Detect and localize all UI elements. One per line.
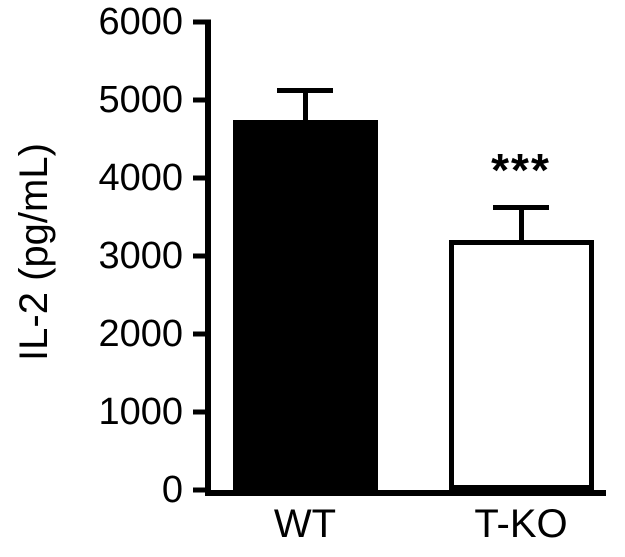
error-bar-line (302, 90, 308, 120)
plot-area: 0 1000 2000 3000 4000 5000 6000 WT T-KO *** (98, 3, 606, 544)
y-axis-tick (193, 97, 211, 103)
y-tick-label: 4000 (98, 157, 183, 199)
x-category-label: WT (273, 502, 337, 546)
y-tick-label: 0 (161, 469, 183, 511)
error-bar-cap (277, 88, 333, 94)
y-axis-tick (193, 331, 211, 337)
y-tick-label: 1000 (98, 391, 183, 433)
bar-t-ko (448, 240, 594, 490)
error-bar-cap (493, 205, 549, 211)
y-axis-tick (193, 409, 211, 415)
significance-stars: *** (491, 144, 551, 197)
y-tick-label: 2000 (98, 313, 183, 355)
y-axis-tick (193, 175, 211, 181)
error-bar-line (518, 207, 524, 241)
y-axis-tick (193, 253, 211, 259)
x-category-label: T-KO (474, 502, 568, 546)
y-axis-tick (193, 19, 211, 25)
y-tick-label: 6000 (98, 1, 183, 43)
bar-wt (232, 119, 378, 490)
y-tick-label: 3000 (98, 235, 183, 277)
y-axis-tick (193, 487, 211, 493)
y-tick-label: 5000 (98, 79, 183, 121)
